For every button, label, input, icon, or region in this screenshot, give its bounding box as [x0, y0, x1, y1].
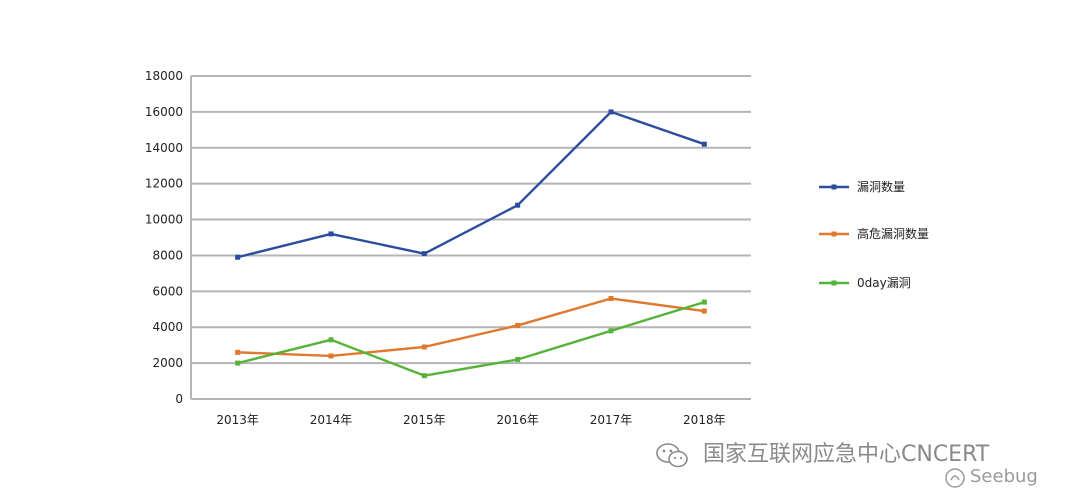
axes [190, 76, 751, 400]
data-point [515, 322, 521, 328]
data-point [515, 357, 521, 363]
watermark-text: 国家互联网应急中心CNCERT [703, 442, 990, 467]
data-point [421, 373, 427, 379]
x-tick-label: 2013年 [216, 413, 259, 427]
data-point [701, 299, 707, 305]
data-point [608, 109, 614, 115]
data-point [235, 349, 241, 355]
data-point [701, 141, 707, 147]
x-tick-label: 2015年 [403, 413, 446, 427]
data-point [328, 231, 334, 237]
watermark: 国家互联网应急中心CNCERT Seebug [656, 442, 1038, 488]
y-tick-label: 10000 [145, 213, 183, 227]
y-tick-label: 2000 [152, 356, 183, 370]
seebug-logo-icon [945, 468, 965, 488]
legend-swatch-marker [831, 280, 837, 286]
series-line [237, 297, 705, 358]
data-point [328, 337, 334, 343]
series-lines [235, 109, 707, 379]
data-point [701, 308, 707, 314]
x-tick-label: 2014年 [310, 413, 353, 427]
data-point [328, 353, 334, 359]
data-point [421, 251, 427, 257]
x-tick-label: 2016年 [496, 413, 539, 427]
data-point [235, 360, 241, 366]
y-tick-label: 4000 [152, 320, 183, 334]
y-tick-label: 14000 [145, 141, 183, 155]
x-tick-label: 2017年 [590, 413, 633, 427]
wechat-icon [656, 443, 688, 468]
y-tick-label: 0 [175, 392, 183, 406]
legend-label: 高危漏洞数量 [857, 226, 929, 241]
legend-item: 0day漏洞 [819, 276, 911, 290]
grid-lines [191, 75, 751, 365]
legend-label: 0day漏洞 [857, 276, 911, 290]
y-tick-label: 8000 [152, 248, 183, 262]
data-point [608, 296, 614, 302]
data-point [608, 328, 614, 334]
legend-swatch-marker [831, 231, 837, 237]
data-point [515, 202, 521, 208]
y-tick-label: 6000 [152, 284, 183, 298]
series-0 [235, 109, 707, 260]
watermark-sub-text: Seebug [970, 466, 1038, 487]
data-point [235, 254, 241, 260]
legend-item: 高危漏洞数量 [819, 226, 929, 241]
series-1 [235, 296, 707, 359]
x-tick-label: 2018年 [683, 413, 726, 427]
legend-label: 漏洞数量 [857, 179, 905, 194]
legend-item: 漏洞数量 [819, 179, 905, 194]
series-line [237, 110, 705, 259]
data-point [421, 344, 427, 350]
x-tick-labels: 2013年 2014年 2015年 2016年 2017年 2018年 [216, 413, 725, 427]
y-tick-label: 16000 [145, 105, 183, 119]
legend-swatch-marker [831, 184, 837, 190]
series-line [237, 300, 705, 377]
y-tick-label: 18000 [145, 69, 183, 83]
y-tick-label: 12000 [145, 177, 183, 191]
y-tick-labels: 0 2000 4000 6000 8000 10000 12000 14000 16000 180… [145, 69, 183, 406]
series-2 [235, 299, 707, 379]
